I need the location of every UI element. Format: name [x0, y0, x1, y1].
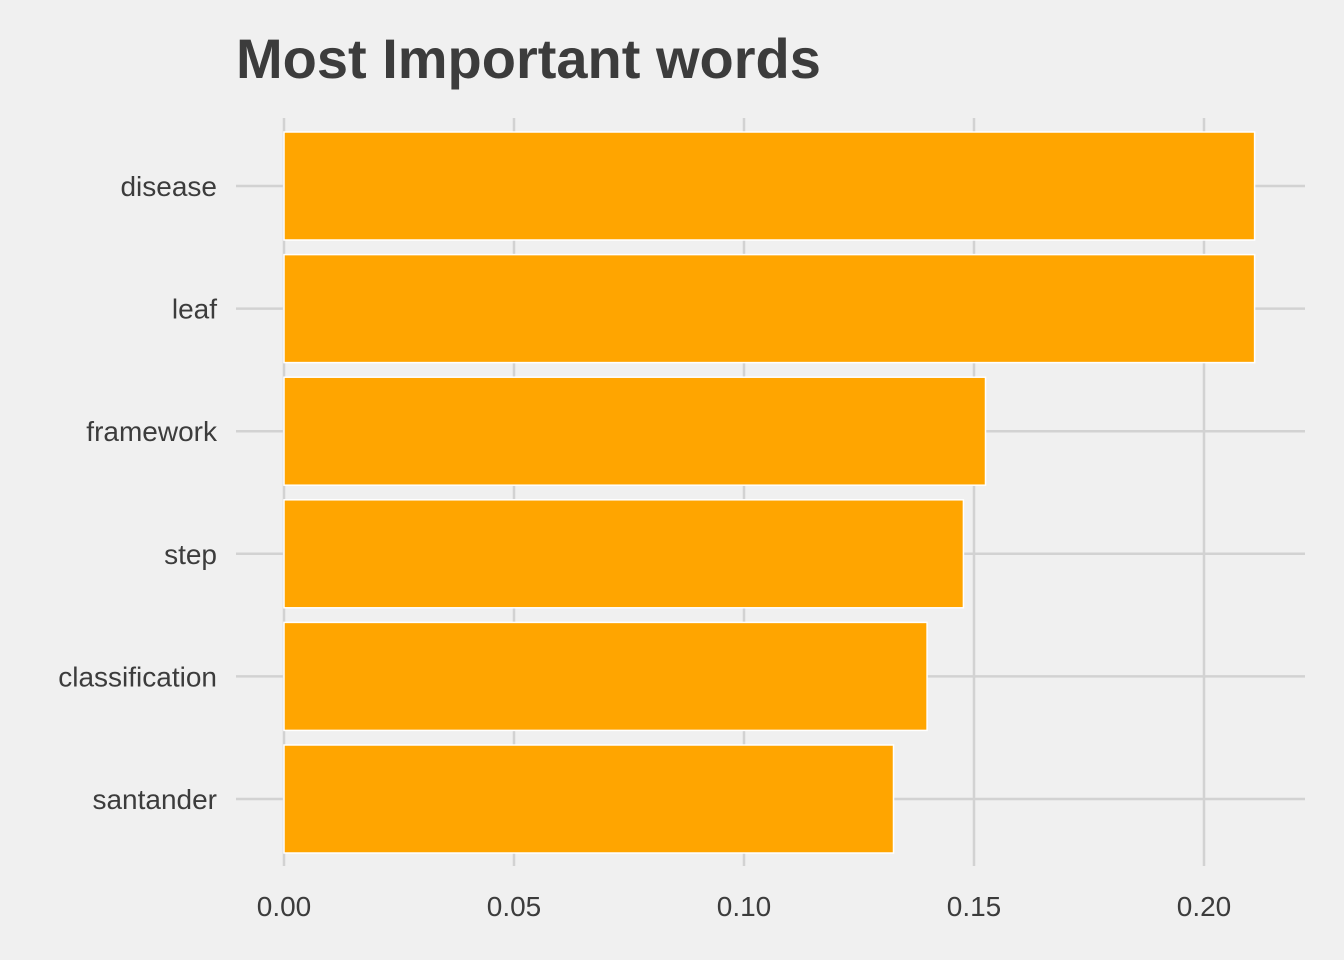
- y-tick-label-leaf: leaf: [172, 294, 217, 325]
- x-tick-label-2: 0.10: [717, 891, 772, 922]
- y-tick-label-classification: classification: [58, 661, 217, 692]
- x-tick-label-1: 0.05: [487, 891, 542, 922]
- chart-title: Most Important words: [236, 27, 821, 90]
- x-tick-label-3: 0.15: [947, 891, 1002, 922]
- bar-disease: [283, 131, 1256, 241]
- x-tick-label-0: 0.00: [257, 891, 312, 922]
- bar-classification: [283, 621, 928, 732]
- x-tick-label-4: 0.20: [1177, 891, 1232, 922]
- bar-santander: [283, 744, 895, 854]
- bar-step: [283, 499, 965, 609]
- y-tick-label-framework: framework: [86, 416, 218, 447]
- bar-leaf: [283, 253, 1256, 364]
- y-tick-label-santander: santander: [92, 784, 217, 815]
- y-tick-label-step: step: [164, 539, 217, 570]
- bar-framework: [283, 376, 987, 486]
- y-tick-label-disease: disease: [120, 171, 217, 202]
